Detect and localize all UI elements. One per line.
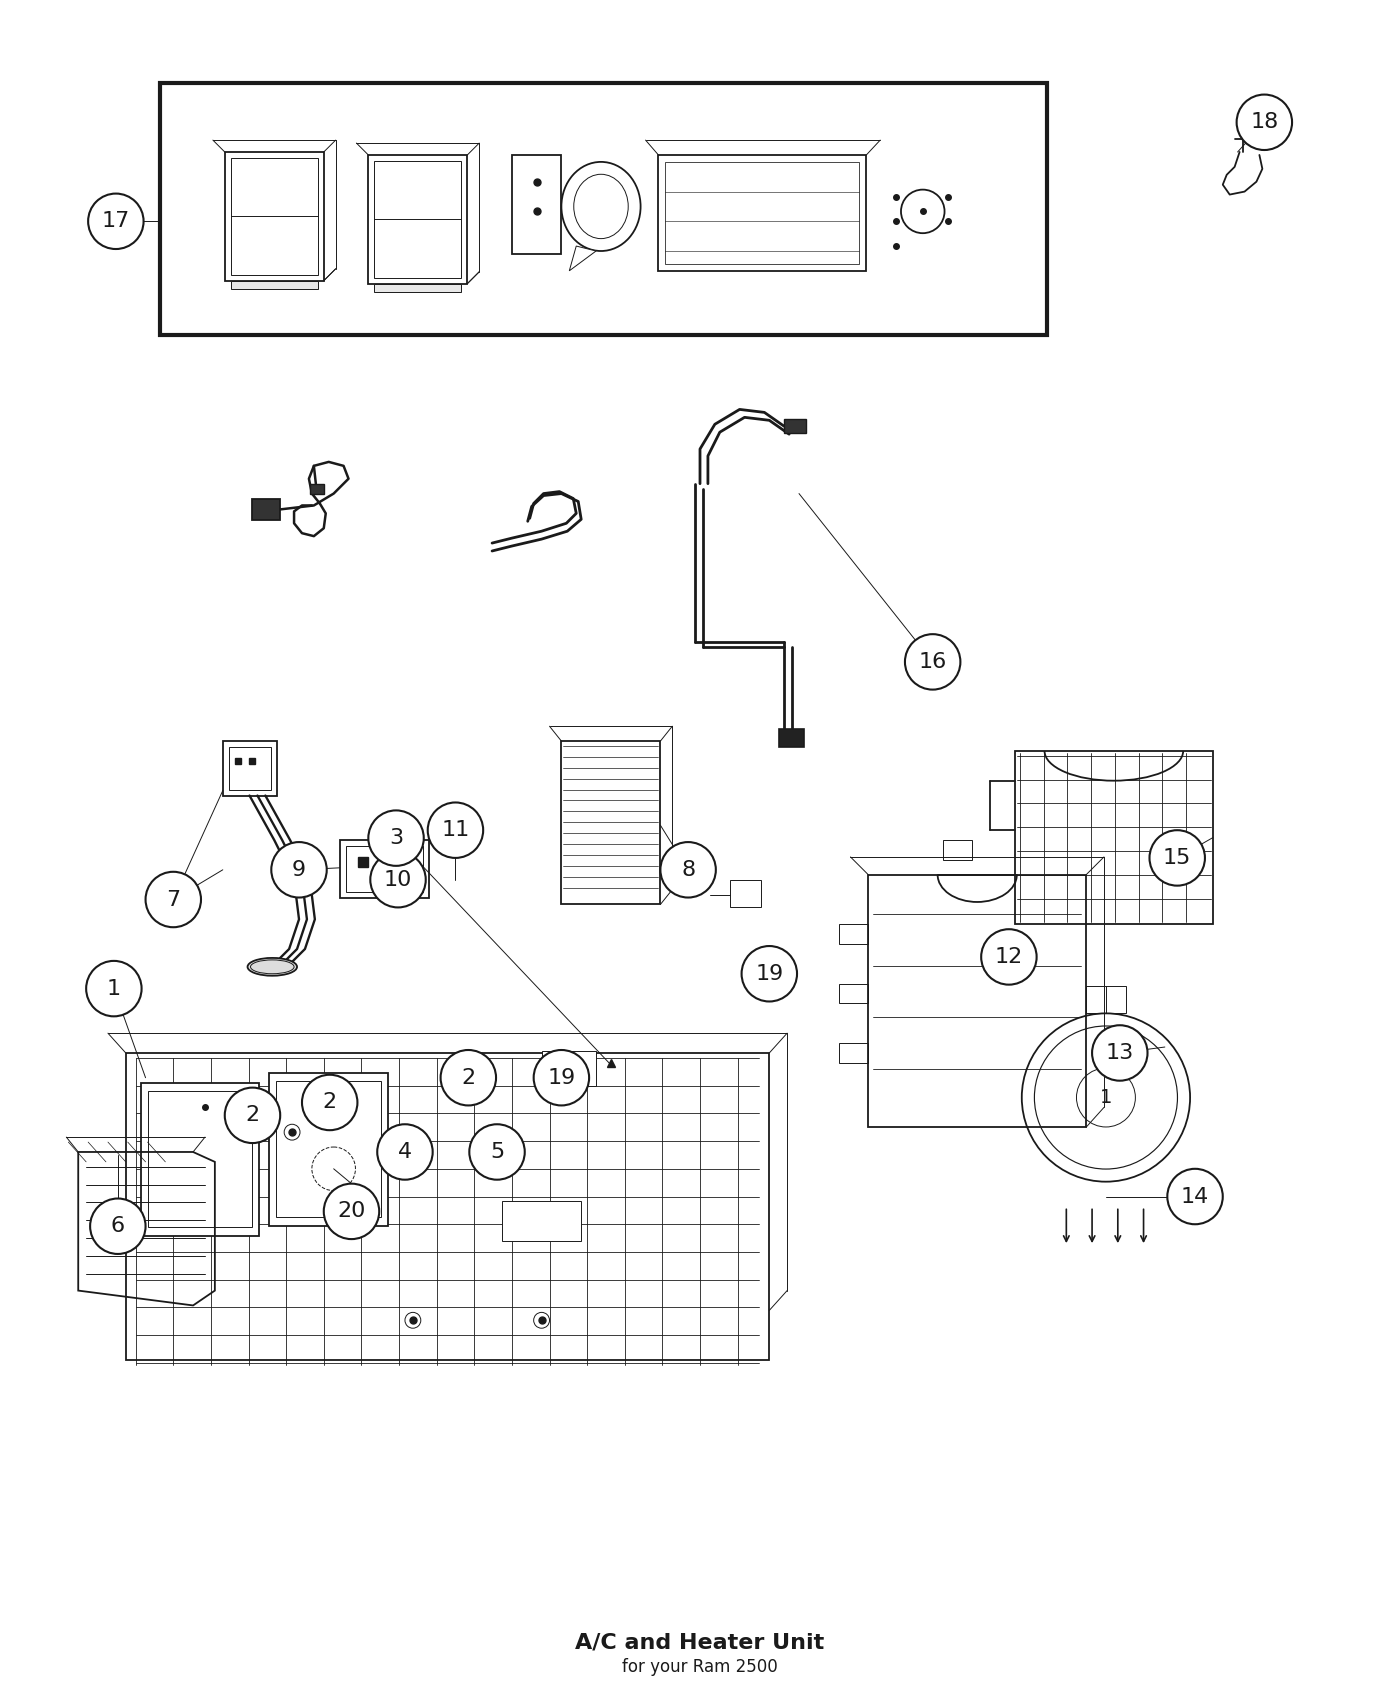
Text: 14: 14 bbox=[1182, 1187, 1210, 1207]
Circle shape bbox=[1149, 830, 1205, 886]
Text: 20: 20 bbox=[337, 1202, 365, 1221]
Bar bbox=[147, 1091, 252, 1227]
Circle shape bbox=[1168, 1170, 1222, 1224]
Bar bbox=[542, 1051, 596, 1086]
Circle shape bbox=[323, 1183, 379, 1239]
Bar bbox=[374, 162, 462, 277]
Text: 4: 4 bbox=[398, 1142, 412, 1163]
Circle shape bbox=[368, 811, 424, 865]
Bar bbox=[269, 1073, 388, 1226]
Circle shape bbox=[428, 802, 483, 858]
Bar bbox=[223, 741, 277, 796]
Bar bbox=[231, 158, 318, 275]
Circle shape bbox=[661, 842, 715, 898]
Bar bbox=[1015, 751, 1212, 925]
Bar bbox=[388, 1142, 424, 1170]
Text: for your Ram 2500: for your Ram 2500 bbox=[622, 1658, 778, 1676]
Bar bbox=[868, 876, 1086, 1127]
Ellipse shape bbox=[248, 957, 297, 976]
Text: 15: 15 bbox=[1163, 848, 1191, 869]
Bar bbox=[374, 284, 462, 292]
Bar bbox=[228, 746, 272, 789]
Circle shape bbox=[87, 960, 141, 1017]
Text: 18: 18 bbox=[1250, 112, 1278, 133]
Circle shape bbox=[90, 1198, 146, 1255]
Circle shape bbox=[272, 842, 326, 898]
Bar bbox=[276, 1081, 381, 1217]
Text: 1: 1 bbox=[1100, 1088, 1112, 1107]
Bar bbox=[512, 155, 561, 253]
Circle shape bbox=[377, 1124, 433, 1180]
Circle shape bbox=[441, 1051, 496, 1105]
Circle shape bbox=[904, 634, 960, 690]
Text: 12: 12 bbox=[995, 947, 1023, 967]
Bar bbox=[1086, 986, 1126, 1013]
Circle shape bbox=[1236, 95, 1292, 150]
Bar bbox=[231, 280, 318, 289]
Bar bbox=[729, 879, 762, 908]
Circle shape bbox=[371, 852, 426, 908]
Bar bbox=[252, 498, 280, 520]
Polygon shape bbox=[570, 246, 596, 270]
Bar bbox=[665, 162, 860, 264]
Bar bbox=[839, 1044, 868, 1062]
Bar bbox=[140, 1083, 259, 1236]
Circle shape bbox=[1092, 1025, 1148, 1081]
Text: 7: 7 bbox=[167, 889, 181, 910]
Text: 16: 16 bbox=[918, 651, 946, 672]
Bar bbox=[225, 151, 323, 280]
Bar bbox=[340, 840, 428, 898]
Bar bbox=[480, 1142, 515, 1170]
Text: 9: 9 bbox=[293, 860, 307, 881]
Text: 19: 19 bbox=[755, 964, 784, 984]
Bar bbox=[309, 484, 323, 493]
Text: 13: 13 bbox=[1106, 1044, 1134, 1062]
Text: 1: 1 bbox=[106, 979, 120, 998]
Text: 19: 19 bbox=[547, 1068, 575, 1088]
Bar bbox=[346, 847, 423, 891]
Bar bbox=[161, 83, 1047, 335]
Circle shape bbox=[469, 1124, 525, 1180]
Text: 2: 2 bbox=[245, 1105, 259, 1125]
Text: 11: 11 bbox=[441, 819, 469, 840]
Bar bbox=[942, 840, 972, 860]
Text: 10: 10 bbox=[384, 870, 412, 889]
Bar bbox=[839, 984, 868, 1003]
Circle shape bbox=[302, 1074, 357, 1131]
Circle shape bbox=[146, 872, 202, 927]
Circle shape bbox=[742, 945, 797, 1001]
Text: 3: 3 bbox=[389, 828, 403, 848]
Bar bbox=[126, 1052, 770, 1360]
Circle shape bbox=[981, 930, 1036, 984]
Text: 5: 5 bbox=[490, 1142, 504, 1163]
Bar bbox=[561, 741, 661, 904]
Text: 2: 2 bbox=[461, 1068, 476, 1088]
Bar bbox=[784, 420, 806, 434]
Circle shape bbox=[88, 194, 144, 248]
Text: A/C and Heater Unit: A/C and Heater Unit bbox=[575, 1632, 825, 1652]
Bar bbox=[368, 155, 468, 284]
Circle shape bbox=[533, 1051, 589, 1105]
Bar bbox=[503, 1202, 581, 1241]
Text: 17: 17 bbox=[102, 211, 130, 231]
Circle shape bbox=[225, 1088, 280, 1142]
Bar bbox=[780, 729, 804, 746]
Text: 2: 2 bbox=[322, 1093, 337, 1112]
Text: 8: 8 bbox=[680, 860, 696, 881]
Text: 6: 6 bbox=[111, 1216, 125, 1236]
Bar bbox=[839, 925, 868, 944]
Bar bbox=[658, 155, 867, 270]
